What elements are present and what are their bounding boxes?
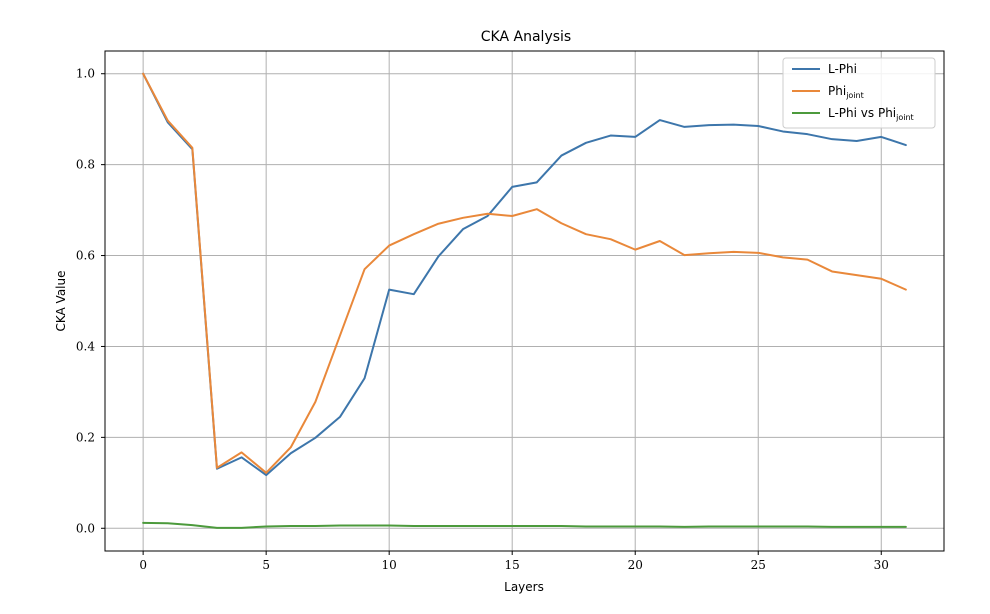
y-tick-label: 0.4 xyxy=(76,339,95,353)
x-tick-label: 20 xyxy=(628,558,643,572)
y-tick-label: 0.6 xyxy=(76,249,95,263)
legend-label-main: Phi xyxy=(828,84,846,98)
legend-label-subscript: joint xyxy=(895,113,914,122)
legend-label: L-Phi vs Phijoint xyxy=(828,106,914,122)
legend-label-subscript: joint xyxy=(845,91,864,100)
x-tick-label: 25 xyxy=(751,558,766,572)
legend-label: L-Phi xyxy=(828,62,857,76)
series-line-2 xyxy=(142,521,907,529)
y-tick-label: 0.0 xyxy=(76,521,95,535)
x-tick-label: 15 xyxy=(505,558,520,572)
y-tick-label: 0.2 xyxy=(76,430,95,444)
series-line-0 xyxy=(142,72,907,477)
legend-label-main: L-Phi vs Phi xyxy=(828,106,896,120)
y-tick-label: 1.0 xyxy=(76,67,95,81)
y-tick-label: 0.8 xyxy=(76,158,95,172)
x-axis-ticks: 0 5 10 15 20 25 30 xyxy=(139,551,889,572)
x-tick-label: 5 xyxy=(262,558,270,572)
chart-title: CKA Analysis xyxy=(481,29,571,45)
y-axis-label: CKA Value xyxy=(54,270,68,331)
x-tick-label: 30 xyxy=(874,558,889,572)
plot-area-frame xyxy=(104,50,945,552)
x-tick-label: 10 xyxy=(382,558,397,572)
legend-label: Phijoint xyxy=(828,84,864,100)
x-tick-label: 0 xyxy=(139,558,147,572)
y-axis-ticks: 0.0 0.2 0.4 0.6 0.8 1.0 xyxy=(76,67,105,535)
series-line-1 xyxy=(142,72,907,474)
legend-label-main: L-Phi xyxy=(828,62,857,76)
x-axis-label: Layers xyxy=(504,580,544,594)
series-lines xyxy=(142,72,907,529)
legend-box xyxy=(782,57,936,129)
